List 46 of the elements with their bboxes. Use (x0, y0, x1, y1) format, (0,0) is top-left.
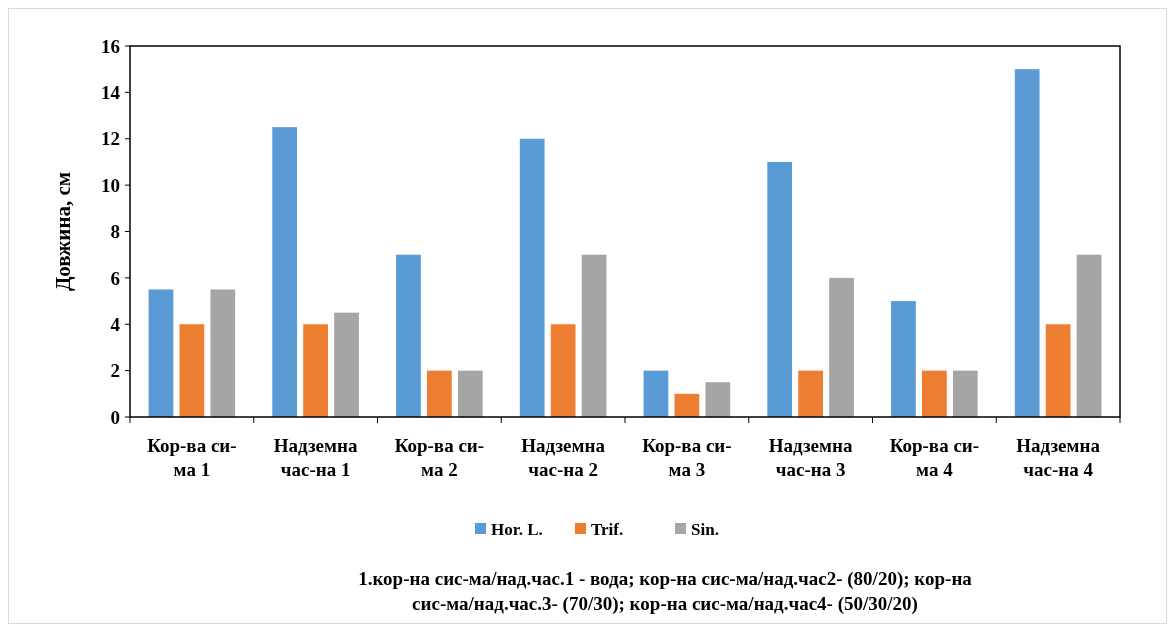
x-tick-label: Надземна час-на 1 (273, 435, 358, 480)
x-tick-label: Надземна час-на 3 (768, 435, 853, 480)
bar (272, 127, 298, 417)
y-tick-label: 12 (101, 128, 120, 150)
bar (148, 289, 174, 417)
y-tick-label: 10 (101, 174, 120, 196)
bar (303, 324, 328, 417)
x-tick-label: Кор-ва си- ма 4 (889, 435, 980, 480)
y-tick-label: 14 (101, 82, 121, 104)
x-tick-label: Кор-ва си- ма 1 (147, 435, 237, 480)
bar (952, 370, 978, 417)
bar (396, 254, 421, 417)
legend-label: Sin. (691, 519, 719, 539)
y-tick-label: 16 (101, 35, 120, 57)
x-tick-label: Надземна час-на 4 (1016, 435, 1101, 480)
bar (581, 254, 607, 417)
y-tick-label: 0 (110, 406, 120, 428)
bar (674, 393, 700, 417)
bar (829, 277, 854, 417)
y-tick-label: 2 (110, 360, 120, 382)
bar (798, 370, 823, 417)
legend-label: Hor. L. (491, 519, 543, 539)
bar (210, 289, 236, 417)
bar (334, 312, 359, 417)
bar (922, 370, 947, 417)
bar (705, 382, 731, 417)
x-tick-label: Кор-ва си- ма 3 (642, 435, 732, 480)
bar (519, 138, 545, 417)
bar (1045, 324, 1071, 417)
x-tick-label: Надземна час-на 2 (521, 435, 606, 480)
x-tick-label: Кор-ва си- ма 2 (394, 435, 485, 480)
bar (1076, 254, 1102, 417)
y-axis-title: Довжина, см (51, 171, 75, 292)
bar (457, 370, 483, 417)
bar (767, 161, 793, 417)
y-tick-label: 6 (110, 267, 120, 289)
bar (427, 370, 452, 417)
bar (550, 324, 576, 417)
text: 1.кор-на сис-ма/над.час.1 - вода; кор-на сис-ма/над.час2- (80/20); кор-на сис-ма/над.час.3- (70/30); кор-на сис-ма/над.час4- (50/30/20) (358, 568, 973, 615)
bar (1014, 69, 1040, 417)
y-tick-label: 8 (110, 221, 120, 243)
legend-label: Trif. (591, 519, 624, 539)
bar (179, 324, 205, 417)
bar (891, 301, 916, 417)
y-tick-label: 4 (110, 313, 121, 335)
bar (643, 370, 669, 417)
